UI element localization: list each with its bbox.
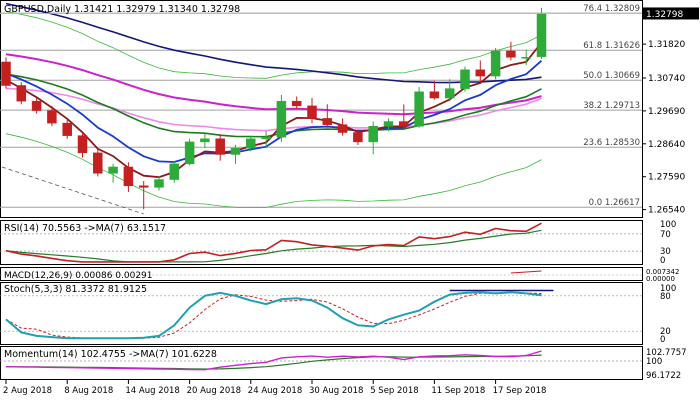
candle-body	[460, 69, 470, 89]
candle-body	[230, 147, 241, 155]
candle-body	[215, 138, 225, 155]
macd-tick-label: 0.00000	[646, 275, 675, 283]
rsi-ma-line	[5, 229, 542, 263]
stoch-tick-label: 0	[660, 335, 665, 345]
x-tick-label: 20 Aug 2018	[187, 386, 241, 396]
stoch-tick-label: 100	[660, 284, 676, 294]
current-price-box	[643, 7, 699, 20]
candle-body	[383, 121, 394, 127]
rsi-tick-label: 100	[660, 220, 676, 230]
candle-body	[1, 61, 11, 86]
x-tick-label: 17 Sep 2018	[493, 386, 547, 396]
ma-blue-line	[5, 60, 543, 163]
candle-body	[276, 100, 287, 138]
candle-body	[47, 110, 57, 124]
momentum-tick-label: 96.1722	[646, 371, 681, 381]
candle-body	[138, 185, 149, 188]
ma-pink-line	[5, 87, 542, 132]
momentum-tick-label: 100	[646, 357, 662, 367]
macd-tick-label: 0.007342	[646, 268, 679, 276]
x-tick-label: 30 Aug 2018	[309, 386, 363, 396]
rsi-panel[interactable]	[0, 220, 643, 265]
rsi-header: RSI(14) 70.5563 ->MA(7) 63.1517	[4, 223, 166, 234]
candle-body	[31, 100, 42, 111]
candle-body	[246, 138, 256, 149]
price-tick-label: 1.30740	[648, 74, 685, 84]
candle-body	[368, 125, 378, 143]
candle-body	[399, 121, 409, 127]
candle-body	[123, 166, 134, 187]
rsi-line	[5, 222, 542, 263]
candle-body	[429, 91, 440, 99]
candle-body	[291, 100, 302, 107]
candle-body	[475, 69, 486, 77]
x-tick-label: 5 Sep 2018	[370, 386, 418, 396]
candle-body	[169, 163, 180, 180]
price-tick-label: 1.31820	[648, 40, 685, 50]
momentum-header: Momentum(14) 102.4755 ->MA(7) 101.6228	[4, 349, 217, 360]
macd-panel[interactable]	[0, 267, 643, 281]
candle-body	[108, 166, 118, 174]
candle-body	[490, 50, 501, 77]
price-tick-label: 1.29690	[648, 107, 685, 117]
rsi-tick-label: 70	[660, 230, 671, 240]
candle-body	[307, 105, 317, 119]
candle-body	[414, 91, 424, 127]
candle-body	[154, 179, 164, 188]
fib-label: 38.2 1.29713	[583, 101, 640, 111]
candle-body	[353, 132, 363, 143]
candle-body	[16, 85, 27, 102]
macd-signal-line	[510, 270, 542, 274]
price-tick-label: 1.28640	[648, 140, 685, 150]
fib-label: 23.6 1.28530	[583, 138, 640, 148]
stoch-header: Stoch(5,3,3) 81.3372 81.9125	[4, 284, 147, 295]
rsi-tick-label: 30	[660, 247, 671, 257]
candle-body	[322, 118, 333, 125]
axis-layer: 1.31820 1.30740 1.29690 1.28640 1.27590 1.265…	[3, 40, 687, 396]
macd-header: MACD(12,26,9) 0.00086 0.00291	[4, 271, 153, 281]
price-header: GBPUSD,Daily 1.31421 1.32979 1.31340 1.3…	[4, 4, 240, 15]
candle-body	[93, 152, 103, 174]
candle-body	[506, 50, 516, 58]
fib-label: 0.0 1.26617	[589, 198, 640, 208]
price-tick-label: 1.27590	[648, 173, 685, 183]
stoch-panel[interactable]	[0, 282, 643, 345]
momentum-line	[5, 350, 542, 371]
rsi-tick-label: 0	[660, 256, 665, 266]
candle-body	[200, 138, 210, 143]
ma-darkblue-line	[5, 2, 542, 84]
price-tick-label: 1.26540	[648, 206, 685, 216]
price-layer: 76.4 1.32809 61.8 1.31626 50.0 1.30669 38.2…	[0, 2, 699, 215]
x-tick-label: 24 Aug 2018	[248, 386, 302, 396]
candle-body	[444, 88, 455, 99]
bollinger-upper-line	[5, 11, 542, 79]
momentum-panel[interactable]	[0, 346, 643, 380]
x-tick-label: 2 Aug 2018	[3, 386, 52, 396]
current-price-label: 1.32798	[646, 10, 683, 20]
candle-body	[184, 141, 195, 165]
candle-body	[62, 122, 72, 136]
indicator-layer	[0, 222, 642, 371]
fib-label: 61.8 1.31626	[583, 41, 640, 51]
fib-label: 50.0 1.30669	[583, 71, 640, 81]
candle-body	[521, 57, 531, 59]
dashed-trend-line	[1, 166, 144, 215]
stoch-main-line	[5, 291, 542, 340]
candle-body	[261, 136, 271, 140]
fib-label: 76.4 1.32809	[583, 4, 640, 14]
candle-body	[536, 13, 547, 57]
x-tick-label: 14 Aug 2018	[125, 386, 179, 396]
momentum-tick-label: 102.7757	[646, 348, 687, 358]
stoch-tick-label: 80	[660, 292, 671, 302]
candle-body	[77, 135, 88, 154]
ma-magenta-line	[5, 53, 542, 116]
stoch-tick-label: 20	[660, 327, 671, 337]
candle-body	[337, 124, 348, 133]
x-tick-label: 8 Aug 2018	[64, 386, 113, 396]
x-tick-label: 11 Sep 2018	[431, 386, 485, 396]
